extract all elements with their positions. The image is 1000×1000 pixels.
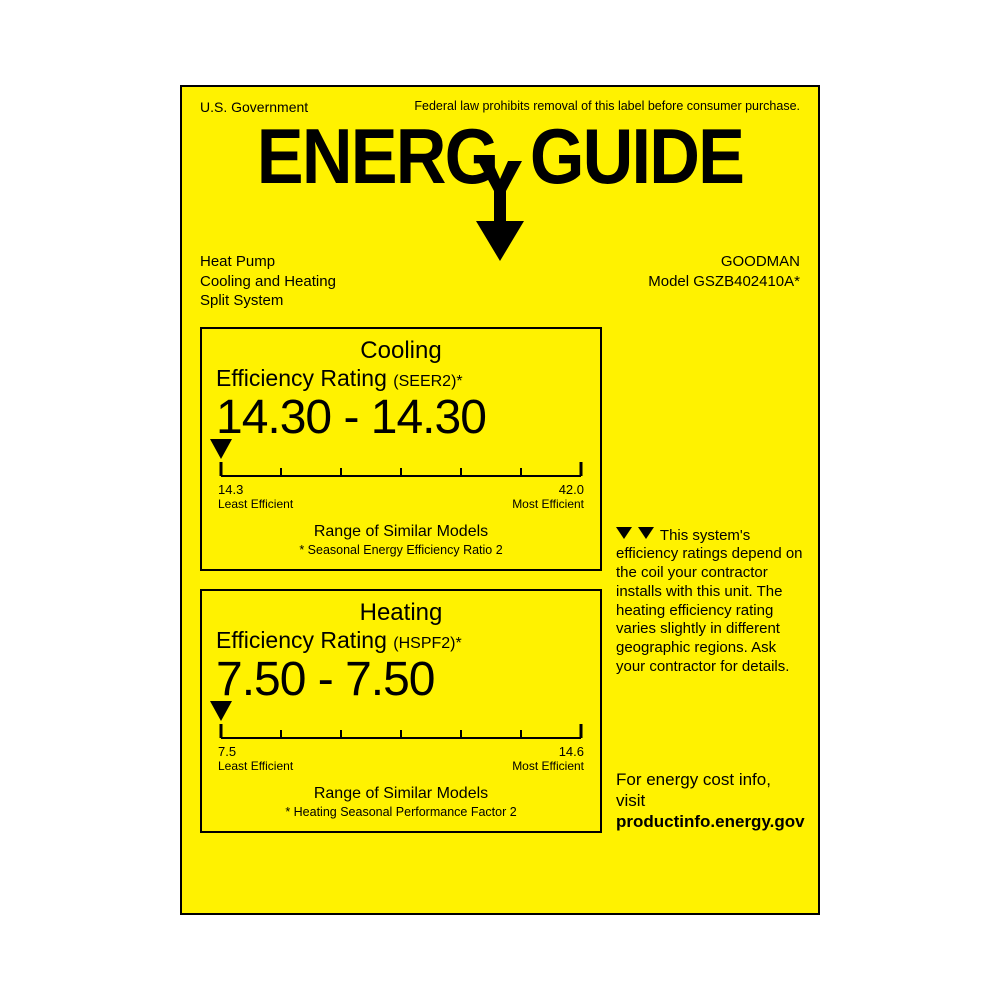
brand: GOODMAN	[648, 252, 800, 272]
heating-scale-sub: Least Efficient Most Efficient	[216, 759, 586, 773]
pointer-icon	[210, 701, 232, 721]
rating-boxes: Cooling Efficiency Rating (SEER2)* 14.30…	[200, 327, 602, 833]
cooling-footnote: * Seasonal Energy Efficiency Ratio 2	[216, 543, 586, 557]
product-desc: Heat Pump Cooling and Heating Split Syst…	[200, 252, 336, 311]
visit-url: productinfo.energy.gov	[616, 811, 805, 832]
y-arrow-icon	[470, 161, 530, 261]
main-area: Cooling Efficiency Rating (SEER2)* 14.30…	[200, 327, 800, 833]
cooling-scale	[216, 460, 586, 480]
product-id: GOODMAN Model GSZB402410A*	[648, 252, 800, 311]
cooling-box: Cooling Efficiency Rating (SEER2)* 14.30…	[200, 327, 602, 571]
heating-title2: Efficiency Rating (HSPF2)*	[216, 627, 586, 654]
heating-scale-labels: 7.5 14.6	[216, 744, 586, 759]
logo-right: GUIDE	[530, 112, 743, 200]
logo-wrap: ENERGGUIDE	[200, 117, 800, 212]
side-note: This system's efficiency ratings depend …	[616, 527, 805, 677]
side-column: This system's efficiency ratings depend …	[616, 327, 805, 833]
cooling-value: 14.30 - 14.30	[216, 390, 586, 445]
heating-value: 7.50 - 7.50	[216, 652, 586, 707]
model: Model GSZB402410A*	[648, 272, 800, 292]
cooling-scale-sub: Least Efficient Most Efficient	[216, 497, 586, 511]
heating-footnote: * Heating Seasonal Performance Factor 2	[216, 805, 586, 819]
heating-scale	[216, 722, 586, 742]
logo-left: ENERG	[257, 112, 498, 200]
product-line3: Split System	[200, 291, 336, 311]
cooling-scale-labels: 14.3 42.0	[216, 482, 586, 497]
pointer-icon	[210, 439, 232, 459]
cooling-title2: Efficiency Rating (SEER2)*	[216, 365, 586, 392]
visit-info: For energy cost info, visit productinfo.…	[616, 769, 805, 833]
energyguide-label: U.S. Government Federal law prohibits re…	[180, 85, 820, 915]
double-pointer-icon	[616, 527, 656, 539]
heating-box: Heating Efficiency Rating (HSPF2)* 7.50 …	[200, 589, 602, 833]
product-line1: Heat Pump	[200, 252, 336, 272]
cooling-title1: Cooling	[216, 337, 586, 365]
heating-title1: Heating	[216, 599, 586, 627]
product-line2: Cooling and Heating	[200, 272, 336, 292]
heating-range: Range of Similar Models	[216, 785, 586, 803]
cooling-range: Range of Similar Models	[216, 523, 586, 541]
